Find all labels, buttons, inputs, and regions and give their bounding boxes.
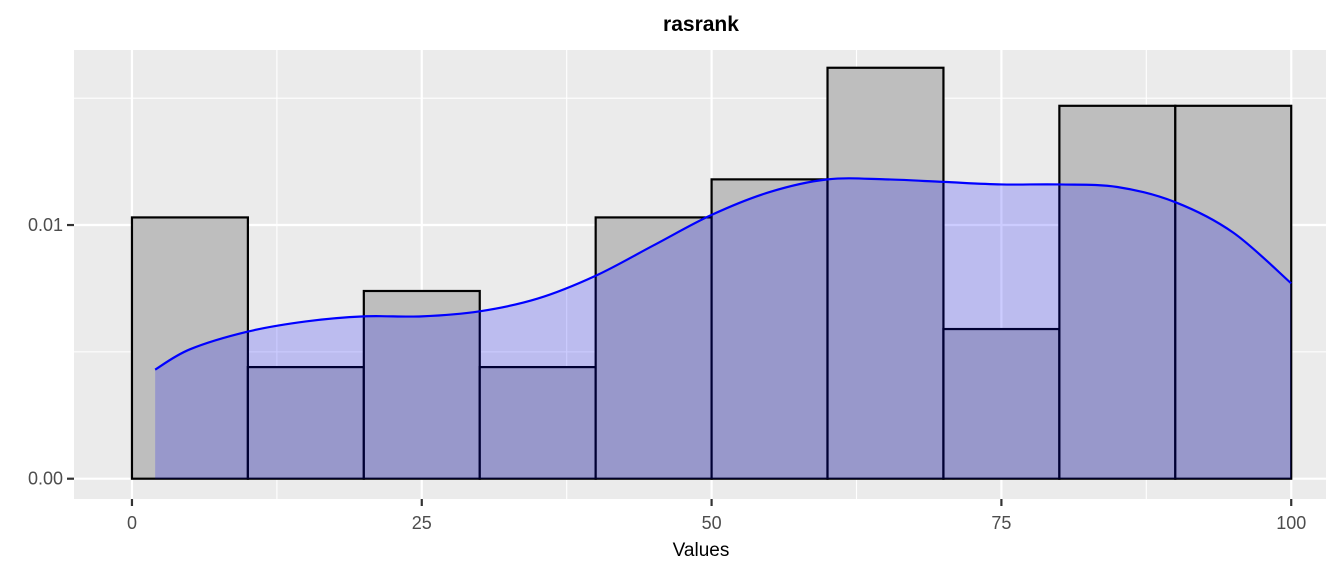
histogram-bar xyxy=(362,289,481,480)
x-axis: 0 25 50 75 100 xyxy=(127,499,1306,533)
histogram-bar xyxy=(246,365,365,480)
histogram-bar xyxy=(1058,104,1177,480)
chart-title: rasrank xyxy=(663,13,739,36)
x-tick-label: 50 xyxy=(702,513,722,533)
histogram-bar xyxy=(826,66,945,480)
x-tick-label: 0 xyxy=(127,513,137,533)
histogram-bar xyxy=(130,216,249,480)
histogram-bars xyxy=(130,66,1293,480)
y-axis: 0.00 0.01 xyxy=(28,215,74,489)
x-axis-title: Values xyxy=(673,540,730,561)
density-area xyxy=(155,178,1292,479)
histogram-bar xyxy=(1174,104,1293,480)
x-tick-label: 75 xyxy=(991,513,1011,533)
histogram-bar xyxy=(594,216,713,480)
density-curve-group xyxy=(154,177,1292,479)
y-tick-label: 0.01 xyxy=(28,215,63,235)
histogram-bar xyxy=(710,178,829,480)
histogram-bar xyxy=(942,327,1061,480)
y-tick-label: 0.00 xyxy=(28,469,63,489)
x-tick-label: 25 xyxy=(412,513,432,533)
x-tick-label: 100 xyxy=(1276,513,1306,533)
density-line xyxy=(154,177,1292,371)
